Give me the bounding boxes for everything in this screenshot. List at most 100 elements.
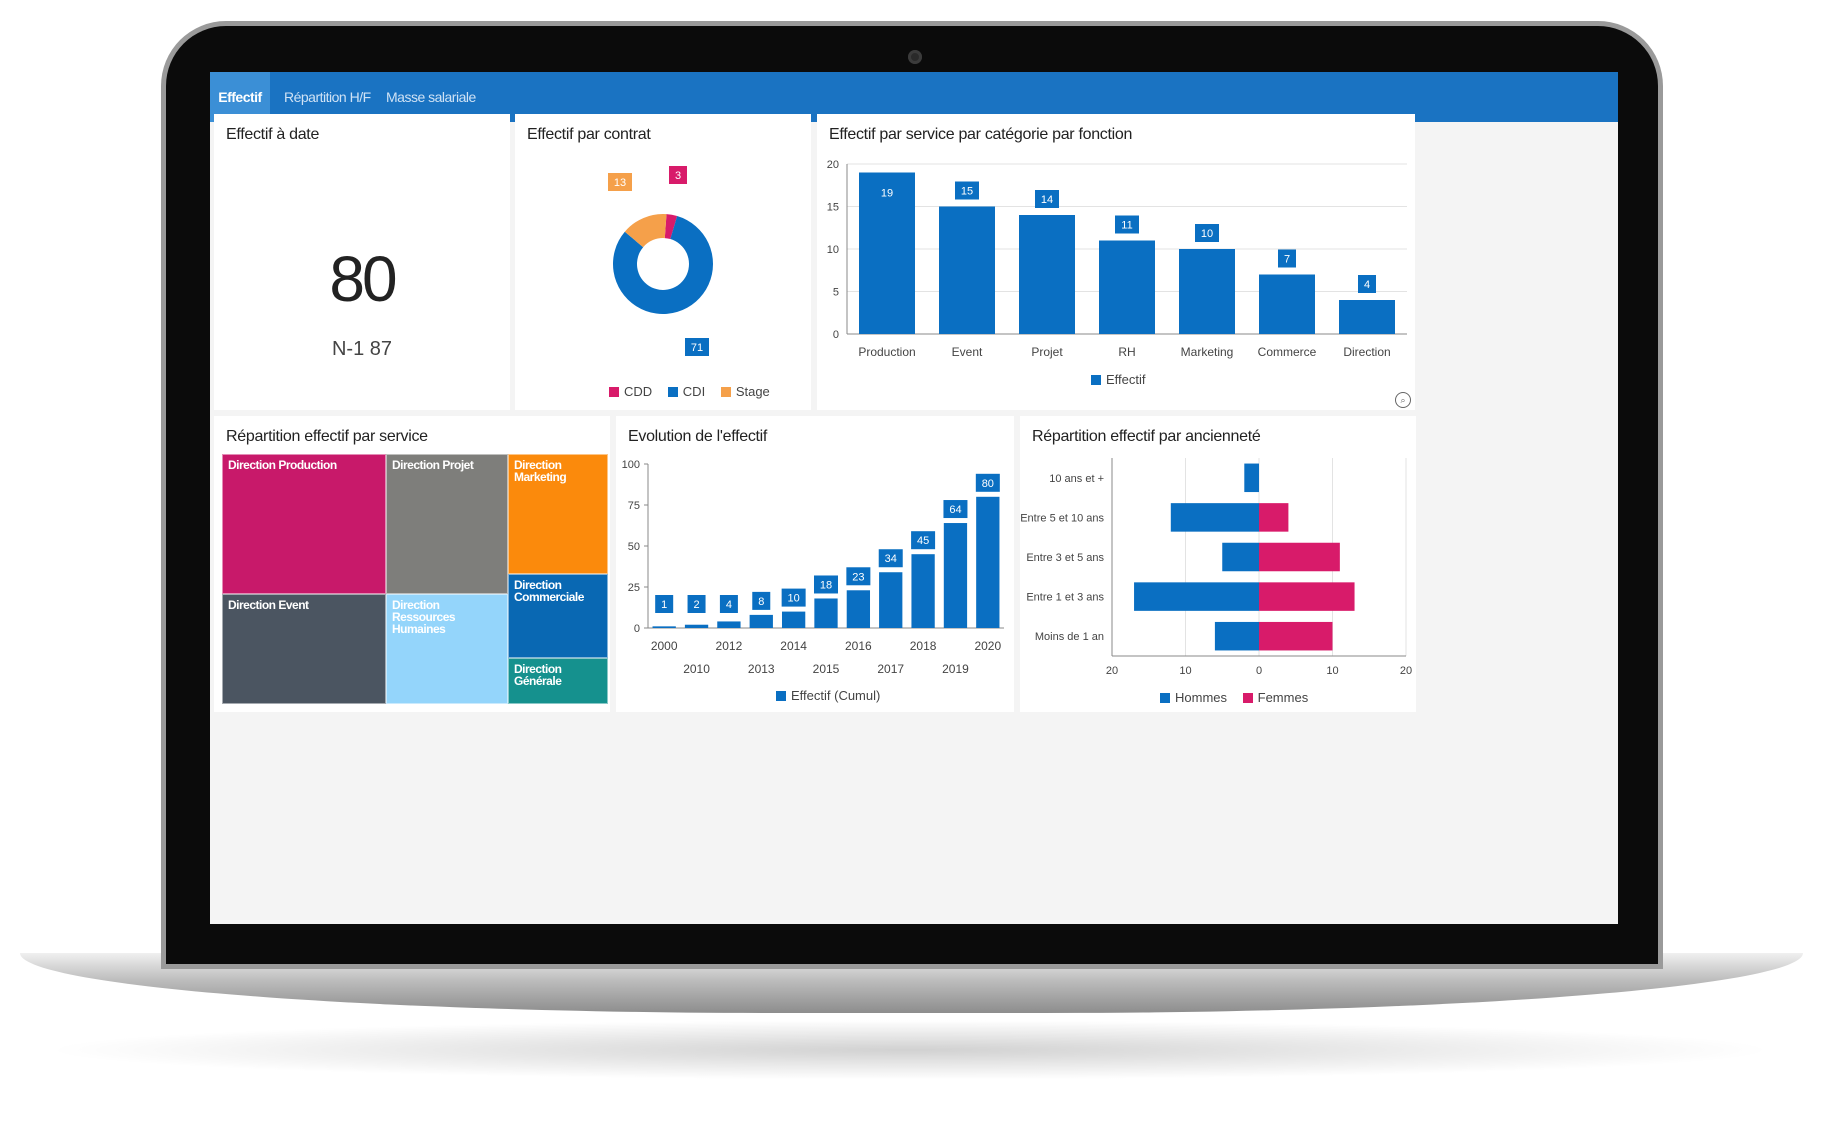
contract-title: Effectif par contrat [527,126,651,143]
bar-label-direction-box [1358,275,1376,293]
x-tick-label: 2012 [716,639,743,653]
tab-effectif[interactable]: Effectif [210,72,270,122]
treemap-cell-marketing[interactable]: Direction Marketing [508,454,608,574]
x-tick-label: Commerce [1258,345,1317,359]
bar-label-projet-box [1035,190,1059,208]
x-tick-label: 20 [1400,665,1412,677]
evolution-bar-chart: 0 25 50 75 100 1 2000 2 2010 4 2012 8 2013 10 2014 18 20… [622,459,1004,676]
evolution-legend: Effectif (Cumul) [776,688,892,703]
x-tick-label: Event [952,345,983,359]
evolution-title: Evolution de l'effectif [628,428,768,445]
x-tick-label: 10 [1179,665,1191,677]
y-tick-label: 20 [827,159,839,171]
treemap-cell-generale[interactable]: Direction Générale [508,658,608,704]
treemap-card: Répartition effectif par service Directi… [214,416,610,712]
donut-slice-stage [624,214,667,248]
evo-bar-label-2000-box [655,595,674,613]
kpi-value: 80 [329,243,397,315]
legend-label-cdd: CDD [624,384,653,399]
evo-bar-label-2014-box [781,588,806,607]
evo-bar-2019 [943,523,968,628]
x-tick-label: 2017 [877,662,904,676]
bar-label-commerce-box [1278,249,1296,268]
x-tick-label: 2013 [748,662,775,676]
treemap-cell-projet[interactable]: Direction Projet [386,454,508,594]
bar-label-rh: 11 [1121,220,1132,232]
tab-repartition-hf[interactable]: Répartition H/F [284,89,371,105]
y-tick-label: 50 [628,541,640,553]
evo-bar-label-2017-box [878,549,903,568]
contract-card: Effectif par contrat 3 71 13 CDD CDI Stage [515,114,811,410]
evo-bar-label-2000: 1 [661,599,667,611]
legend-label-hommes: Hommes [1175,690,1228,705]
zoom-icon[interactable]: ⌕ [1395,392,1411,408]
evo-bar-label-2010-box [687,595,706,613]
legend-item-effectif-cumul[interactable]: Effectif (Cumul) [776,688,880,703]
bar-hommes [1134,582,1259,611]
evo-bar-2016 [846,590,871,628]
donut-label-cdi: 71 [691,342,703,354]
evo-bar-2017 [879,572,903,628]
treemap-cell-rh[interactable]: Direction Ressources Humaines [386,594,508,704]
bar-hommes [1244,463,1259,493]
evo-bar-label-2019-box [943,500,968,519]
x-tick-label: 10 [1326,665,1338,677]
x-tick-label: Direction [1343,345,1390,359]
treemap-cell-commerciale[interactable]: Direction Commerciale [508,574,608,658]
x-tick-label: 2000 [651,639,678,653]
treemap-cell-event[interactable]: Direction Event [222,594,386,704]
legend-item-hommes[interactable]: Hommes [1160,690,1227,705]
bar-label-marketing-box [1195,224,1219,242]
tab-masse-salariale[interactable]: Masse salariale [386,89,476,105]
service-legend: Effectif [1091,372,1158,387]
evo-bar-2012 [717,621,741,628]
y-tick-label: 75 [628,500,640,512]
evo-bar-label-2015-box [814,575,838,594]
bar-femmes [1259,503,1289,532]
legend-item-effectif[interactable]: Effectif [1091,372,1146,387]
evo-bar-label-2013-box [752,591,771,610]
seniority-legend: Hommes Femmes [1160,690,1320,705]
donut-label-cdi-box [685,338,709,356]
bar-label-rh-box [1115,215,1139,234]
bar-label-event: 15 [961,186,973,198]
x-tick-label: 2020 [974,639,1001,653]
evo-bar-label-2019: 64 [949,504,961,516]
legend-item-stage[interactable]: Stage [720,384,770,399]
evo-bar-label-2020: 80 [982,478,994,490]
legend-swatch-stage [720,387,731,397]
evo-bar-label-2012: 4 [726,599,732,611]
bar-femmes [1259,582,1355,611]
bar-projet [1019,215,1075,334]
y-tick-label: 10 ans et + [1049,473,1104,485]
evo-bar-label-2016-box [846,567,871,586]
seniority-card: Répartition effectif par ancienneté 20 10… [1020,416,1416,712]
legend-swatch-cdi [667,387,678,397]
legend-item-femmes[interactable]: Femmes [1242,690,1308,705]
legend-label-stage: Stage [735,384,770,399]
bar-hommes [1214,621,1259,651]
donut-label-cdd-box [669,166,687,184]
contract-donut-chart: 3 71 13 [608,166,713,356]
y-tick-label: 5 [833,287,839,299]
x-tick-label: Projet [1031,345,1063,359]
evo-bar-label-2017: 34 [885,553,897,565]
evo-bar-label-2020-box [975,473,1000,492]
legend-item-cdd[interactable]: CDD [609,384,652,399]
x-tick-label: Marketing [1181,345,1234,359]
y-tick-label: Entre 5 et 10 ans [1020,512,1104,524]
y-tick-label: Entre 3 et 5 ans [1026,552,1104,564]
legend-swatch-femmes [1242,693,1253,703]
laptop-shadow [40,1020,1780,1080]
service-chart-title: Effectif par service par catégorie par f… [829,126,1133,143]
evo-bar-label-2012-box [719,595,738,613]
seniority-title: Répartition effectif par ancienneté [1032,428,1261,445]
kpi-previous: N-1 87 [331,338,393,360]
legend-swatch-effectif [1091,375,1101,385]
treemap-cell-production[interactable]: Direction Production [222,454,386,594]
bar-femmes [1259,621,1333,651]
legend-item-cdi[interactable]: CDI [667,384,705,399]
x-tick-label: 2014 [780,639,807,653]
bar-label-production-box [875,183,899,202]
bar-hommes [1170,503,1259,532]
